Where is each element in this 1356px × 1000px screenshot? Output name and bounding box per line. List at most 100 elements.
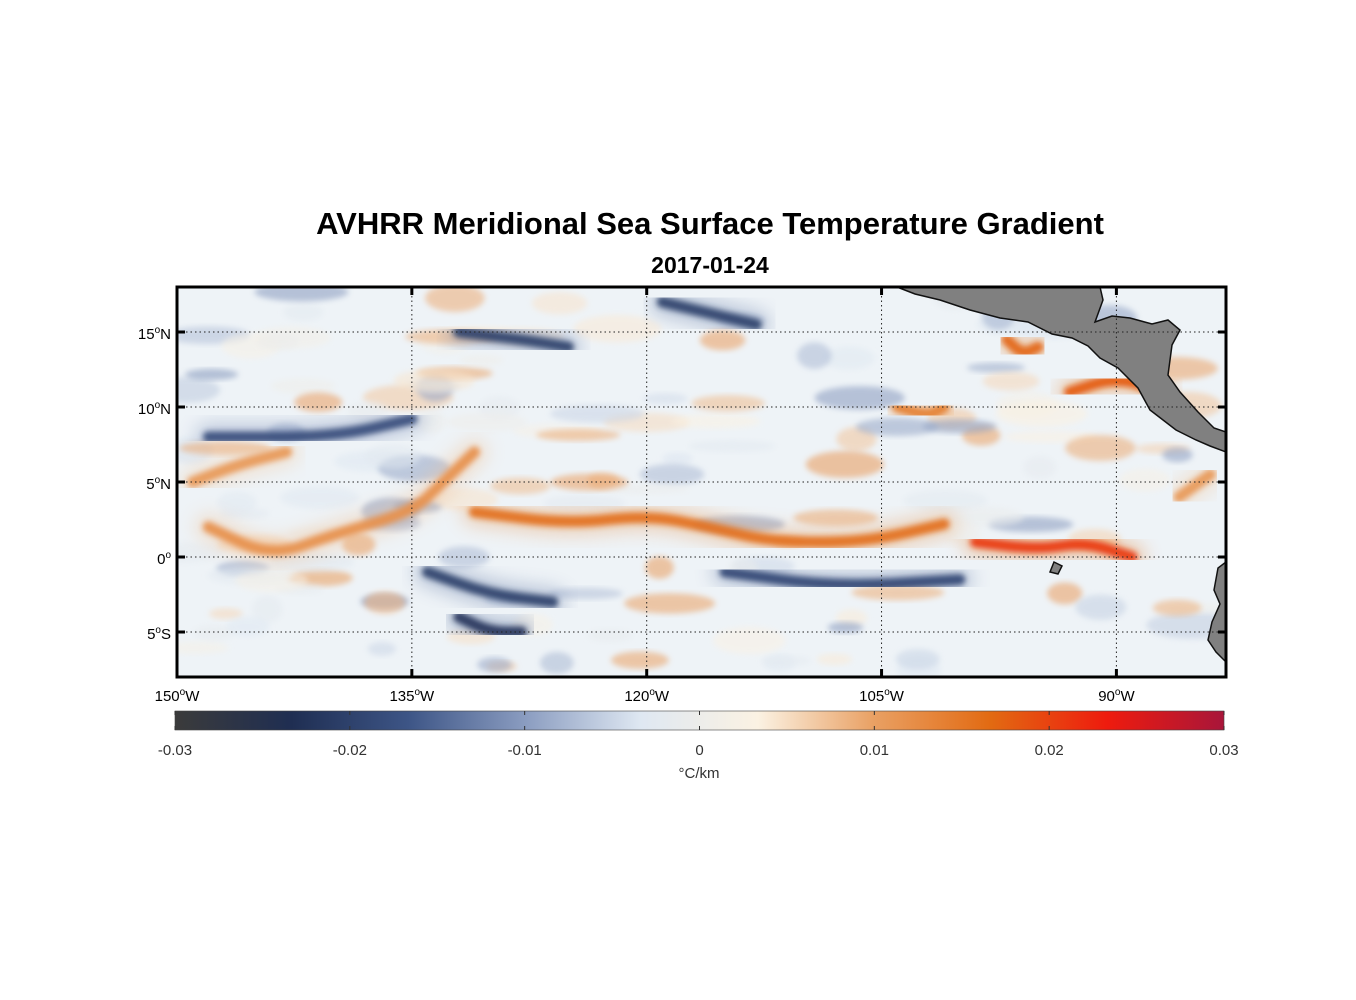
texture-blob (797, 342, 832, 369)
colorbar-tick-label: -0.03 (158, 742, 192, 759)
texture-blob (477, 657, 512, 673)
texture-blob (226, 616, 270, 637)
lat-hemisphere: N (160, 476, 171, 493)
cold-front-11 (453, 611, 527, 638)
lat-tick-value: 5 (147, 626, 155, 643)
texture-blob (547, 587, 623, 600)
colorbar-unit-label: °C/km (679, 765, 720, 782)
texture-blob (489, 477, 551, 495)
lat-tick-label: 15oN (138, 325, 171, 343)
texture-blob (219, 507, 270, 520)
land-south-america (1207, 561, 1226, 664)
degree-mark: o (155, 400, 161, 411)
texture-blob (573, 314, 662, 343)
cold-front-13 (453, 326, 574, 353)
colorbar-tick-label: -0.01 (508, 742, 542, 759)
texture-blob (639, 463, 705, 485)
texture-blob (1162, 447, 1193, 463)
texture-blob (645, 556, 674, 579)
degree-mark: o (165, 550, 171, 561)
lat-tick-value: 5 (146, 476, 154, 493)
map-title: AVHRR Meridional Sea Surface Temperature… (316, 206, 1104, 241)
texture-blob (393, 369, 476, 392)
colorbar-tick-label: 0.03 (1209, 742, 1238, 759)
warm-front-8 (1173, 469, 1216, 503)
lon-tick-label: 90oW (1098, 687, 1135, 705)
texture-blob (459, 354, 504, 367)
lon-tick-value: 120 (624, 688, 649, 705)
lon-tick-label: 135oW (389, 687, 435, 705)
warm-front-5 (891, 401, 950, 420)
texture-blob (177, 377, 221, 403)
texture-blob (209, 608, 243, 620)
warm-front-1 (202, 446, 480, 557)
degree-mark: o (1115, 687, 1121, 698)
lat-hemisphere: N (160, 401, 171, 418)
texture-blob (903, 489, 988, 512)
lat-tick-label: 5oN (146, 475, 171, 493)
colorbar-ticks: -0.03 -0.02 -0.01 0 0.01 0.02 0.03 (158, 711, 1239, 759)
texture-blob (251, 595, 283, 624)
texture-blob (1146, 611, 1226, 639)
texture-blob (624, 593, 716, 614)
texture-blob (662, 452, 693, 465)
cold-front-9 (422, 566, 559, 608)
texture-blob (611, 651, 669, 669)
lat-hemisphere: S (161, 626, 171, 643)
lon-hemisphere: W (420, 688, 435, 705)
texture-blob (425, 287, 485, 312)
land-central-america (896, 287, 1226, 664)
texture-blob (814, 386, 905, 410)
texture-blob (367, 642, 397, 656)
texture-blob (713, 626, 786, 655)
texture-blob (793, 509, 879, 527)
degree-mark: o (155, 625, 161, 636)
degree-mark: o (414, 687, 420, 698)
warm-front-4 (969, 536, 1138, 563)
degree-mark: o (884, 687, 890, 698)
texture-blob (760, 655, 812, 667)
texture-blob (531, 292, 588, 315)
warm-front-3 (468, 506, 950, 548)
colorbar-tick-label: 0.02 (1035, 742, 1064, 759)
lat-tick-label: 0o (157, 550, 171, 568)
texture-blob (254, 287, 349, 302)
texture-blob (688, 440, 776, 453)
lon-tick-label: 150oW (155, 687, 201, 705)
texture-blob (895, 649, 940, 670)
degree-mark: o (649, 687, 655, 698)
texture-blob (446, 412, 527, 432)
lon-tick-value: 135 (389, 688, 414, 705)
texture-blob (364, 444, 421, 469)
degree-mark: o (180, 687, 186, 698)
lon-hemisphere: W (185, 688, 200, 705)
texture-blob (192, 624, 235, 642)
texture-blob (1119, 468, 1171, 492)
texture-blob (1023, 455, 1057, 480)
texture-blob (691, 395, 766, 412)
cold-front-14 (202, 413, 418, 443)
lon-tick-value: 150 (155, 688, 180, 705)
warm-front-7 (1001, 334, 1044, 358)
texture-blob (283, 302, 324, 322)
degree-mark: o (155, 475, 161, 486)
texture-blob (294, 392, 343, 413)
texture-blob (1065, 435, 1136, 461)
colorbar: -0.03 -0.02 -0.01 0 0.01 0.02 0.03 °C/km (158, 710, 1239, 782)
texture-blob (827, 622, 864, 633)
colorbar-tick-label: -0.02 (333, 742, 367, 759)
lon-tick-label: 105oW (859, 687, 905, 705)
texture-blob (966, 362, 1026, 373)
longitude-ticks: 150oW 135oW 120oW 105oW 90oW (155, 287, 1135, 705)
cold-front-10 (719, 566, 966, 590)
lon-tick-value: 90 (1098, 688, 1115, 705)
lat-tick-label: 10oN (138, 400, 171, 418)
texture-blob (549, 404, 645, 423)
lon-hemisphere: W (655, 688, 670, 705)
texture-blob (185, 368, 239, 380)
texture-blob (536, 428, 621, 442)
texture-blob (257, 332, 299, 351)
texture-blob (1075, 594, 1127, 620)
cold-front-15 (656, 296, 762, 330)
